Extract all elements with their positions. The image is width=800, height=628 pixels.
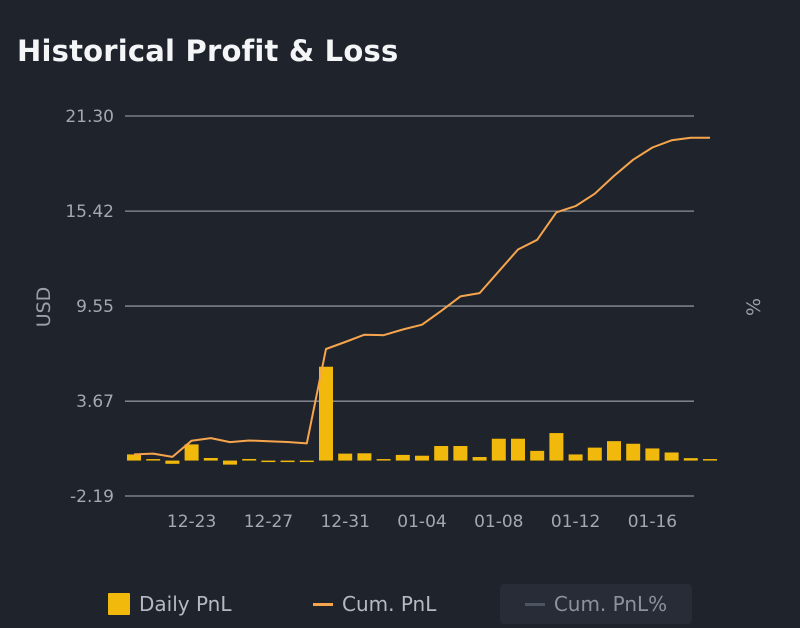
bar [549,433,564,461]
bar [319,366,333,461]
bar [664,452,679,461]
x-tick-label: 01-16 [628,512,677,532]
y-axis-title: USD [33,287,55,328]
legend-daily-pnl-label: Daily PnL [139,592,232,616]
bar [299,460,314,463]
bar [127,454,141,461]
bar [223,460,237,465]
bar [376,459,391,461]
pnl-chart: 21.30 15.42 9.55 3.67 -2.19 USD % 12-23 12-27 12-… [33,107,765,532]
bar [415,455,429,461]
bar [568,454,583,461]
y-tick-label: 15.42 [65,202,114,222]
x-tick-label: 01-12 [551,512,600,532]
chart-legend: Daily PnL Cum. PnL Cum. PnL% [0,584,800,628]
y-tick-label: -2.19 [70,487,114,507]
bar [146,459,161,461]
bar [357,453,372,461]
x-tick-label: 01-04 [397,512,446,532]
bar [703,459,717,461]
bar [472,457,487,461]
bar [453,446,468,461]
x-tick-label: 01-08 [474,512,523,532]
bar [683,458,698,461]
y2-axis-title: % [743,298,765,316]
legend-daily-pnl[interactable]: Daily PnL [108,584,232,624]
bar [434,446,449,461]
y-tick-label: 21.30 [65,107,114,127]
bar [184,444,199,461]
y-tick-label: 9.55 [76,297,114,317]
line-swatch-icon [524,602,545,606]
legend-cum-pnl-pct[interactable]: Cum. PnL% [500,584,692,624]
legend-cum-pnl-label: Cum. PnL [342,592,437,616]
bar [395,454,410,461]
bar [511,438,525,461]
bar [626,443,641,461]
x-tick-label: 12-31 [320,512,369,532]
bar [261,460,276,463]
cum-pnl-line [133,136,710,458]
bar [587,447,602,461]
bar [203,457,218,461]
line-swatch-icon [313,602,333,606]
x-tick-label: 12-23 [167,512,216,532]
bar [491,438,506,461]
bar [607,441,621,461]
chart-title: Historical Profit & Loss [17,34,399,68]
bar-swatch-icon [108,593,130,615]
bar [242,458,257,461]
bar [280,460,295,463]
bar [338,453,353,461]
bar [530,450,545,461]
bar [645,448,660,461]
legend-cum-pnl[interactable]: Cum. PnL [313,584,436,624]
x-tick-label: 12-27 [244,512,293,532]
legend-cum-pnl-pct-label: Cum. PnL% [553,592,668,616]
bar [165,460,180,464]
y-tick-label: 3.67 [76,392,114,412]
